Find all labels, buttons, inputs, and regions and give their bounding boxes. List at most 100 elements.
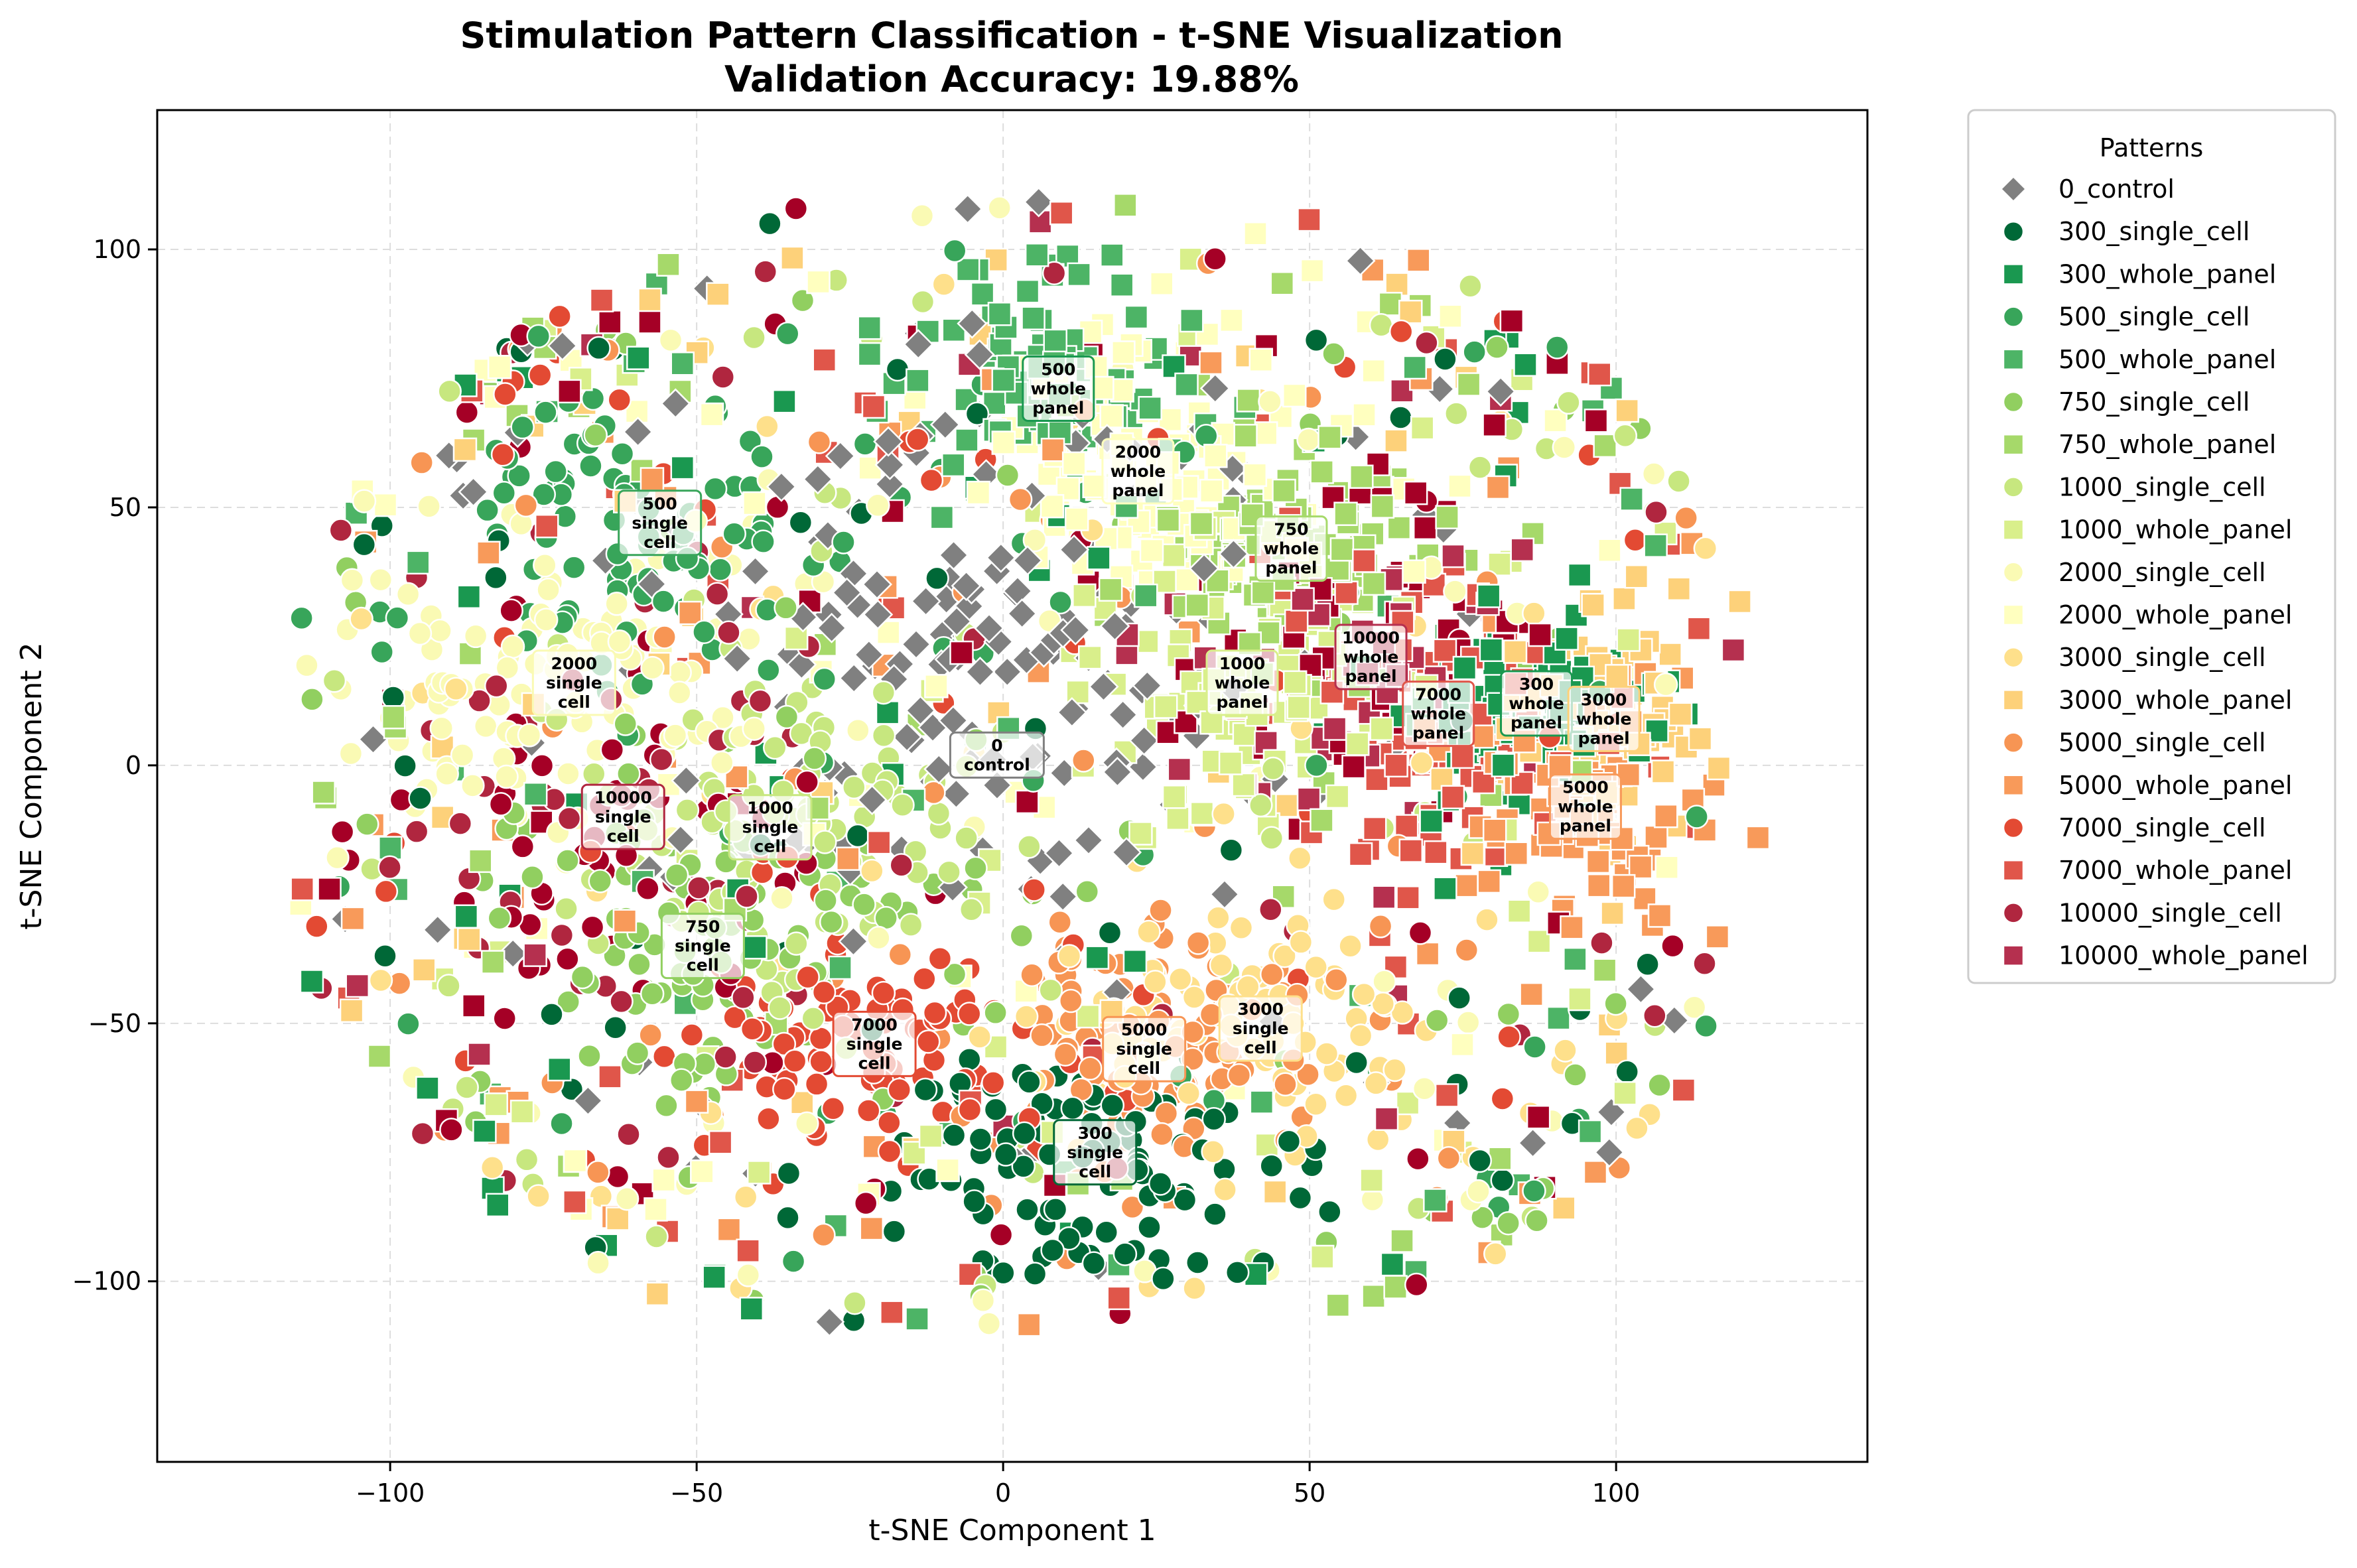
- point-0_control: [422, 914, 453, 945]
- point-3000_whole_panel: [1688, 726, 1713, 751]
- point-500_single_cell: [708, 557, 733, 582]
- cluster-label-text: 500: [1041, 360, 1075, 379]
- point-300_single_cell: [885, 357, 910, 382]
- point-0_control: [1128, 725, 1160, 756]
- point-0_control: [1012, 545, 1043, 576]
- point-0_control: [964, 339, 995, 370]
- point-10000_single_cell: [687, 876, 711, 900]
- y-tick-label: −50: [88, 1009, 141, 1038]
- point-3000_single_cell: [1201, 1140, 1225, 1164]
- point-2000_whole_panel: [1352, 403, 1377, 427]
- cluster-label-box: [580, 783, 665, 850]
- point-1000_single_cell: [514, 1147, 539, 1172]
- point-3000_whole_panel: [1668, 702, 1693, 727]
- cluster-label-text: whole: [1558, 797, 1613, 817]
- point-5000_single_cell: [888, 942, 913, 967]
- point-10000_single_cell: [742, 1050, 768, 1075]
- point-500_single_cell: [526, 324, 551, 349]
- point-10000_whole_panel: [1526, 1105, 1551, 1130]
- point-300_single_cell: [1433, 347, 1457, 371]
- point-5000_whole_panel: [1644, 824, 1668, 850]
- cluster-label-box: [618, 490, 703, 556]
- point-2000_whole_panel: [699, 402, 724, 427]
- legend-marker-1000_single_cell: [2002, 476, 2025, 498]
- point-300_whole_panel: [1567, 562, 1592, 588]
- point-1000_single_cell: [437, 379, 462, 404]
- point-3000_single_cell: [1382, 1057, 1407, 1082]
- point-2000_single_cell: [1466, 1179, 1491, 1204]
- cluster-label-text: 2000: [551, 654, 598, 673]
- point-3000_single_cell: [349, 606, 373, 631]
- cluster-label-text: whole: [1111, 462, 1166, 481]
- point-7000_single_cell: [607, 387, 632, 413]
- point-750_whole_panel: [1378, 292, 1403, 316]
- point-7000_single_cell: [809, 1049, 833, 1074]
- point-750_single_cell: [588, 869, 613, 893]
- cluster-label-text: panel: [1216, 692, 1268, 712]
- point-0_control: [1625, 974, 1656, 1005]
- point-500_whole_panel: [955, 257, 980, 282]
- point-3000_whole_panel: [1706, 755, 1731, 781]
- legend-entry-label: 750_single_cell: [2058, 387, 2250, 417]
- y-tick-label: −100: [72, 1267, 141, 1296]
- point-300_whole_panel: [1476, 584, 1501, 608]
- point-750_whole_panel: [1390, 1228, 1414, 1253]
- point-10000_single_cell: [377, 855, 402, 880]
- point-7000_whole_panel: [736, 1238, 760, 1263]
- point-10000_single_cell: [656, 1145, 681, 1170]
- cluster-label-text: 1000: [747, 799, 793, 818]
- point-5000_single_cell: [1078, 1056, 1103, 1081]
- point-3000_single_cell: [931, 272, 957, 296]
- point-1000_single_cell: [890, 793, 915, 817]
- point-0_control: [862, 599, 894, 630]
- point-300_single_cell: [1094, 1220, 1118, 1244]
- point-10000_single_cell: [555, 947, 580, 972]
- point-10000_single_cell: [557, 806, 582, 831]
- point-750_single_cell: [819, 909, 844, 935]
- point-5000_whole_panel: [1504, 841, 1529, 866]
- cluster-label-box: [1102, 1015, 1187, 1082]
- point-5000_single_cell: [586, 1160, 610, 1185]
- point-10000_whole_panel: [1412, 515, 1438, 541]
- point-5000_whole_panel: [716, 1217, 742, 1242]
- cluster-label-text: cell: [1245, 1038, 1277, 1057]
- point-2000_single_cell: [640, 655, 665, 681]
- point-500_whole_panel: [1024, 243, 1049, 267]
- legend-entry-label: 300_whole_panel: [2058, 259, 2276, 289]
- point-1000_single_cell: [675, 798, 700, 822]
- point-300_whole_panel: [1087, 546, 1111, 570]
- point-5000_whole_panel: [1705, 925, 1730, 949]
- point-750_single_cell: [583, 423, 608, 448]
- point-500_single_cell: [533, 400, 558, 425]
- point-1000_whole_panel: [918, 1124, 943, 1149]
- point-300_whole_panel: [1122, 948, 1148, 974]
- point-2000_single_cell: [909, 204, 935, 228]
- point-10000_whole_panel: [598, 310, 622, 334]
- point-3000_single_cell: [1136, 919, 1161, 945]
- point-3000_single_cell: [1229, 915, 1254, 941]
- point-2000_whole_panel: [806, 269, 831, 294]
- point-10000_single_cell: [609, 989, 634, 1014]
- point-0_control: [622, 417, 653, 448]
- cluster-label-text: 5000: [1121, 1020, 1168, 1039]
- point-500_single_cell: [1048, 590, 1073, 615]
- point-1000_whole_panel: [1189, 801, 1215, 826]
- point-10000_whole_panel: [1403, 480, 1428, 505]
- point-2000_whole_panel: [742, 491, 767, 516]
- point-2000_single_cell: [1526, 880, 1550, 904]
- point-10000_single_cell: [889, 853, 914, 878]
- point-3000_single_cell: [1365, 1127, 1390, 1152]
- point-1000_single_cell: [813, 830, 837, 854]
- point-5000_single_cell: [409, 450, 434, 475]
- point-0_control: [941, 778, 972, 809]
- point-2000_single_cell: [663, 723, 688, 748]
- cluster-label-text: 750: [685, 917, 720, 937]
- point-500_whole_panel: [905, 1307, 929, 1331]
- point-2000_single_cell: [1443, 579, 1467, 604]
- cluster-label-text: cell: [687, 956, 719, 975]
- point-500_whole_panel: [987, 302, 1012, 326]
- cluster-label-box: [1205, 649, 1279, 716]
- point-2000_single_cell: [533, 553, 557, 578]
- point-500_whole_panel: [1138, 396, 1162, 421]
